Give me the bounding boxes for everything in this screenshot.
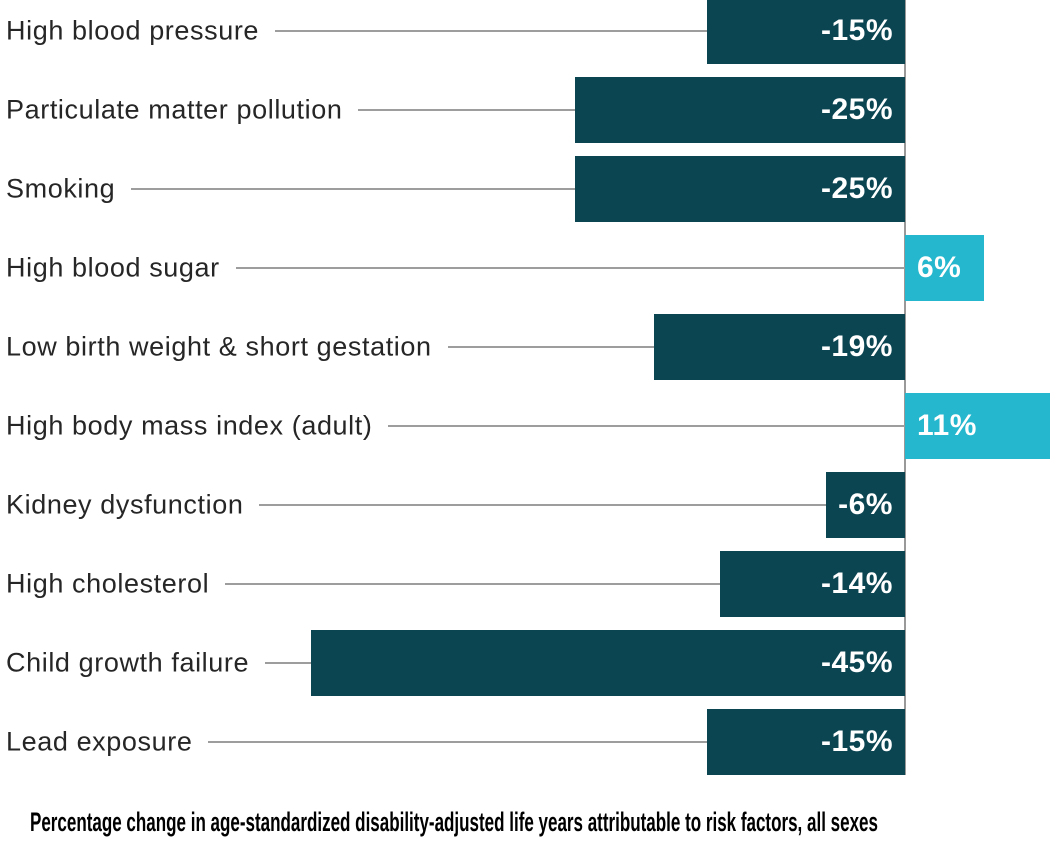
chart-row: High blood pressure -15%: [0, 0, 1050, 64]
leader-line: [358, 109, 575, 111]
category-label: Lead exposure: [6, 726, 193, 757]
leader-line: [208, 741, 707, 743]
leader-line: [131, 188, 575, 190]
bar: -14%: [720, 551, 905, 617]
zero-axis-line: [904, 0, 906, 775]
bar: 11%: [905, 393, 1050, 459]
value-label: -15%: [820, 14, 893, 47]
bar: -6%: [825, 472, 905, 538]
value-label: -45%: [820, 646, 893, 679]
category-label: Child growth failure: [6, 647, 250, 678]
leader-line: [259, 504, 826, 506]
category-label: High blood sugar: [6, 252, 220, 283]
value-label: -25%: [820, 93, 893, 126]
leader-line: [225, 583, 721, 585]
chart-row: Child growth failure -45%: [0, 630, 1050, 696]
chart-caption: Percentage change in age-standardized di…: [30, 807, 878, 837]
chart-row: Lead exposure -15%: [0, 709, 1050, 775]
chart-row: Low birth weight & short gestation -19%: [0, 314, 1050, 380]
chart-row: Smoking -25%: [0, 156, 1050, 222]
leader-line: [265, 662, 311, 664]
category-label: High cholesterol: [6, 568, 210, 599]
category-label: Particulate matter pollution: [6, 94, 343, 125]
category-label: Low birth weight & short gestation: [6, 331, 432, 362]
leader-line: [388, 425, 905, 427]
category-label: High body mass index (adult): [6, 410, 373, 441]
bar: -45%: [311, 630, 905, 696]
chart-row: Kidney dysfunction -6%: [0, 472, 1050, 538]
leader-line: [236, 267, 905, 269]
value-label: 11%: [917, 409, 977, 442]
value-label: -6%: [838, 488, 893, 521]
value-label: -15%: [820, 725, 893, 758]
leader-line: [275, 30, 707, 32]
bar: 6%: [905, 235, 985, 301]
value-label: 6%: [917, 251, 962, 284]
chart-row: High blood sugar 6%: [0, 235, 1050, 301]
value-label: -14%: [820, 567, 893, 600]
chart-row: High body mass index (adult) 11%: [0, 393, 1050, 459]
bar: -19%: [654, 314, 905, 380]
leader-line: [448, 346, 655, 348]
bar: -25%: [575, 77, 905, 143]
bar: -25%: [575, 156, 905, 222]
value-label: -25%: [820, 172, 893, 205]
category-label: Smoking: [6, 173, 116, 204]
chart-row: Particulate matter pollution -25%: [0, 77, 1050, 143]
chart-row: High cholesterol -14%: [0, 551, 1050, 617]
category-label: High blood pressure: [6, 15, 260, 46]
value-label: -19%: [820, 330, 893, 363]
category-label: Kidney dysfunction: [6, 489, 244, 520]
bar: -15%: [707, 0, 905, 64]
bar: -15%: [707, 709, 905, 775]
